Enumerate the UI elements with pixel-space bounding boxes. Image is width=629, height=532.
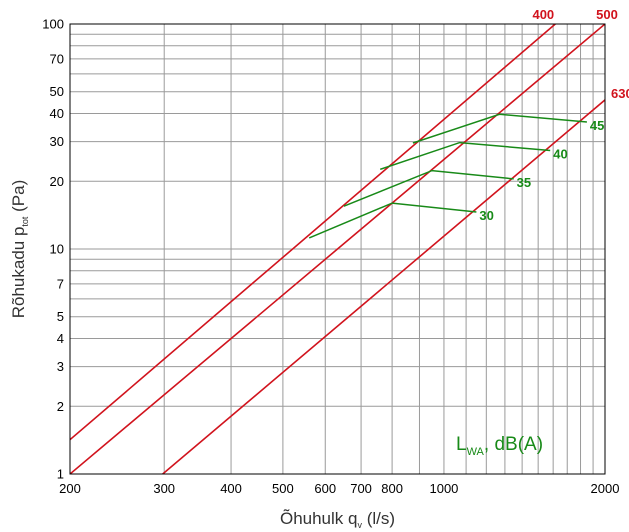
x-tick-label: 300 — [153, 481, 175, 496]
y-tick-label: 4 — [57, 331, 64, 346]
x-tick-label: 500 — [272, 481, 294, 496]
y-tick-label: 5 — [57, 309, 64, 324]
series-label-630: 630 — [611, 86, 629, 101]
noise-legend-label: LWA, dB(A) — [456, 434, 543, 458]
noise-label-45: 45 — [590, 118, 604, 133]
noise-curves: 30 35 40 45 — [308, 113, 604, 239]
noise-curve-30 — [308, 202, 477, 239]
plot-frame — [69, 23, 606, 475]
noise-curve-40 — [379, 141, 551, 171]
y-tick-label: 10 — [50, 242, 64, 257]
y-tick-label: 70 — [50, 51, 64, 66]
x-axis-label: Õhuhulk qv (l/s) — [280, 509, 395, 530]
noise-label-40: 40 — [553, 147, 567, 162]
series-line-630 — [162, 99, 605, 474]
y-tick-label: 3 — [57, 359, 64, 374]
series-label-500: 500 — [596, 7, 618, 22]
x-tick-labels: 200 300 400 500 600 700 800 1000 2000 — [59, 481, 619, 496]
noise-curve-35 — [343, 169, 514, 207]
noise-label-35: 35 — [517, 175, 531, 190]
x-tick-label: 600 — [314, 481, 336, 496]
x-tick-label: 1000 — [429, 481, 458, 496]
series-label-400: 400 — [532, 7, 554, 22]
y-tick-label: 30 — [50, 134, 64, 149]
noise-curve-45 — [412, 113, 587, 144]
y-tick-label: 50 — [50, 84, 64, 99]
x-tick-label: 800 — [381, 481, 403, 496]
y-tick-label: 2 — [57, 399, 64, 414]
x-tick-label: 2000 — [591, 481, 620, 496]
y-axis-label: Rõhukadu ptot (Pa) — [9, 180, 30, 319]
x-tick-label: 400 — [220, 481, 242, 496]
series-line-400 — [70, 24, 556, 441]
y-tick-label: 7 — [57, 276, 64, 291]
x-tick-label: 700 — [350, 481, 372, 496]
x-tick-label: 200 — [59, 481, 81, 496]
y-tick-label: 40 — [50, 106, 64, 121]
y-tick-label: 1 — [57, 467, 64, 482]
noise-label-30: 30 — [479, 208, 493, 223]
y-tick-label: 100 — [42, 17, 64, 32]
y-tick-labels: 1 2 3 4 5 7 10 20 30 40 50 70 100 — [42, 17, 64, 482]
series-lines: 400 500 630 — [70, 7, 629, 474]
grid — [70, 24, 605, 474]
y-tick-label: 20 — [50, 174, 64, 189]
series-line-500 — [70, 24, 605, 474]
